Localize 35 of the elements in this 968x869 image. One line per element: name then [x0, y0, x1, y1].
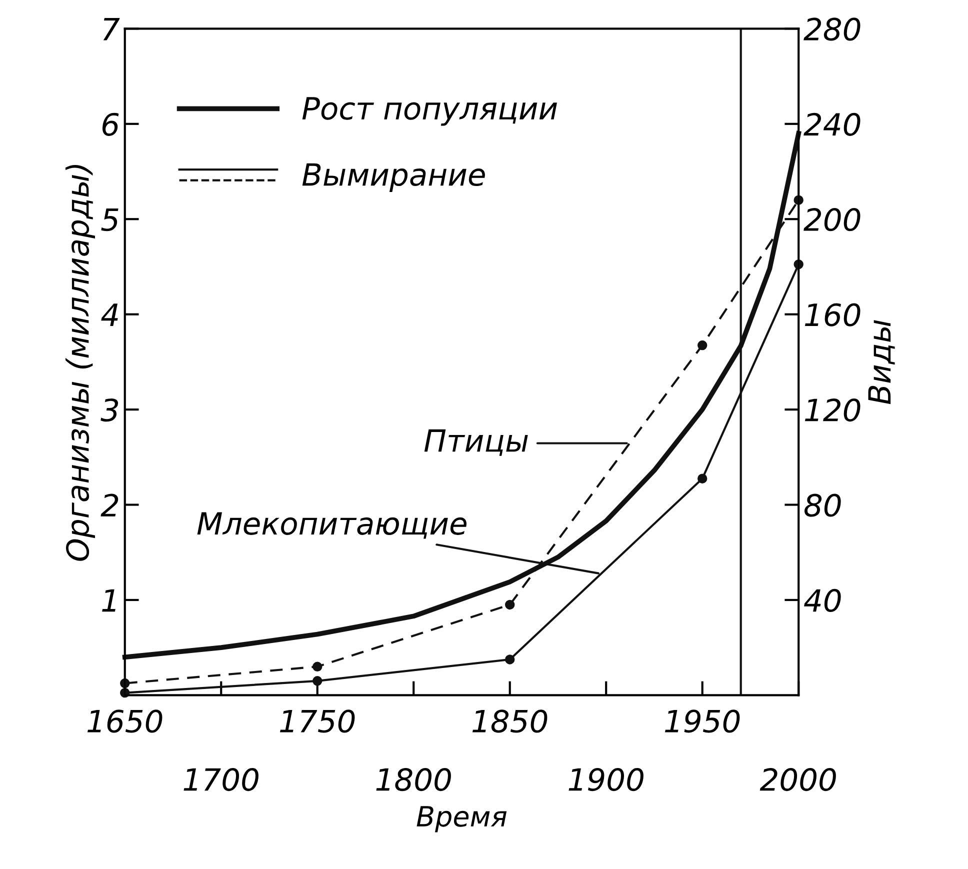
- y2-tick-label: 40: [804, 588, 841, 612]
- y2-tick-label: 200: [804, 208, 860, 232]
- point: [505, 654, 515, 664]
- x2-tick-label: 1800: [376, 768, 451, 792]
- y-tick-label: 4: [101, 304, 118, 326]
- y2-tick-label: 120: [804, 398, 860, 422]
- y2-tick-label: 160: [804, 303, 860, 326]
- x-tick-label: 1850: [472, 710, 548, 733]
- annotation: Птицы: [424, 429, 528, 456]
- y-tick-label: 1: [102, 589, 116, 612]
- x-tick-label: 1650: [87, 710, 162, 733]
- x-tick-label: 1750: [280, 710, 355, 733]
- point: [312, 662, 322, 672]
- point: [312, 676, 322, 686]
- y-axis-title: Организмы (миллиарды): [65, 164, 96, 561]
- point: [505, 600, 515, 610]
- y-tick-label: 3: [100, 398, 118, 422]
- point: [697, 474, 708, 484]
- annotation: Вымирание: [302, 163, 485, 192]
- y2-tick-label: 280: [804, 18, 860, 41]
- y-tick-label: 6: [102, 112, 119, 136]
- point: [697, 340, 708, 350]
- y-tick-label: 5: [101, 208, 118, 232]
- legend-label: Рост популяции: [302, 97, 557, 126]
- annotation: Млекопитающие: [197, 512, 466, 539]
- y2-tick-label: 80: [804, 494, 841, 517]
- x2-tick-label: 2000: [760, 768, 836, 792]
- y-tick-label: 7: [103, 18, 120, 40]
- y2-tick-label: 240: [804, 112, 860, 136]
- y2-axis-title: Виды: [868, 320, 895, 404]
- x-tick-label: 1950: [664, 710, 740, 733]
- x-axis-title: Время: [416, 806, 507, 832]
- x2-tick-label: 1900: [568, 768, 644, 792]
- x2-tick-label: 1700: [184, 768, 258, 792]
- y-tick-label: 2: [100, 494, 118, 516]
